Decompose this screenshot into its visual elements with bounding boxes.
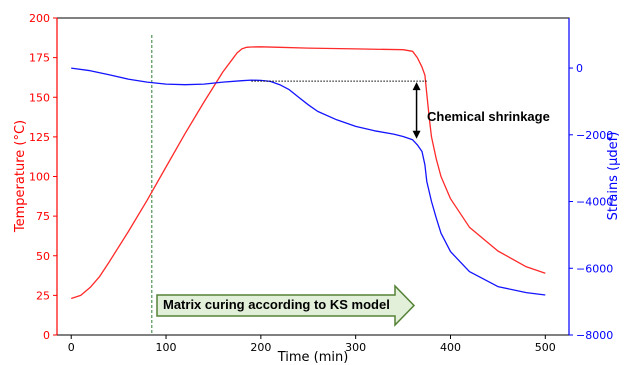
left-tick-label: 175 xyxy=(29,52,50,65)
right-axis-title: Strains (µdef) xyxy=(606,132,621,221)
strain-line xyxy=(71,67,546,296)
chemical-shrinkage-label: Chemical shrinkage xyxy=(427,109,550,124)
right-tick-label: −8000 xyxy=(576,329,613,342)
right-tick-label: 0 xyxy=(576,62,583,75)
x-tick-label: 0 xyxy=(68,341,75,354)
left-tick-label: 25 xyxy=(36,289,50,302)
temperature-line xyxy=(70,46,546,300)
left-tick-label: 0 xyxy=(43,329,50,342)
x-tick-label: 100 xyxy=(156,341,177,354)
plot-area xyxy=(56,17,570,336)
left-tick-label: 200 xyxy=(29,12,50,25)
right-tick-label: −2000 xyxy=(576,129,613,142)
left-axis: 0 25 50 75 100 125 150 175 200 xyxy=(29,12,58,342)
left-tick-label: 75 xyxy=(36,210,50,223)
plot-frame xyxy=(56,17,570,336)
right-tick-label: −6000 xyxy=(576,262,613,275)
x-tick-label: 500 xyxy=(535,341,556,354)
curing-block-arrow xyxy=(156,284,416,327)
right-tick-label: −4000 xyxy=(576,196,613,209)
shrinkage-arrow-head-up xyxy=(412,82,421,91)
x-axis-title: Time (min) xyxy=(277,350,349,365)
shrinkage-arrow-head-down xyxy=(412,130,421,139)
x-tick-label: 400 xyxy=(440,341,461,354)
left-tick-label: 50 xyxy=(36,250,50,263)
x-tick-label: 200 xyxy=(250,341,271,354)
left-tick-label: 125 xyxy=(29,131,50,144)
x-axis: 0 100 200 300 400 500 xyxy=(68,335,556,354)
left-axis-title: Temperature (°C) xyxy=(13,120,28,233)
x-tick-label: 300 xyxy=(345,341,366,354)
right-axis: −8000 −6000 −4000 −2000 0 xyxy=(568,18,613,342)
left-tick-label: 100 xyxy=(29,171,50,184)
curing-arrow-label: Matrix curing according to KS model xyxy=(163,297,390,312)
left-tick-label: 150 xyxy=(29,91,50,104)
